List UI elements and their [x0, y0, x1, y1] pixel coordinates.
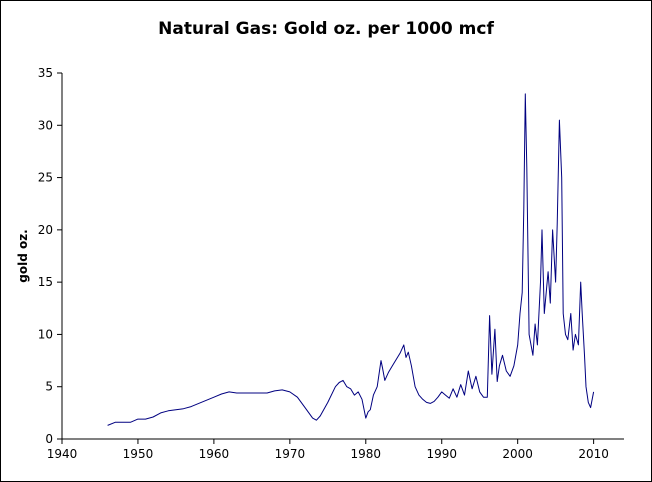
x-tick-label: 2000	[502, 447, 533, 461]
y-tick-label: 25	[38, 171, 53, 185]
series-line	[107, 93, 595, 426]
y-tick-label: 10	[38, 327, 53, 341]
x-tick-label: 1960	[199, 447, 230, 461]
x-tick-label: 1940	[47, 447, 78, 461]
x-tick-label: 1980	[351, 447, 382, 461]
y-tick-label: 0	[45, 432, 53, 446]
x-tick-label: 1990	[426, 447, 457, 461]
y-tick-label: 30	[38, 118, 53, 132]
y-tick-label: 35	[38, 66, 53, 80]
y-tick-label: 20	[38, 223, 53, 237]
x-tick-label: 1970	[275, 447, 306, 461]
y-tick-label: 5	[45, 380, 53, 394]
x-tick-label: 2010	[578, 447, 609, 461]
chart-title: Natural Gas: Gold oz. per 1000 mcf	[158, 19, 494, 39]
y-tick-label: 15	[38, 275, 53, 289]
x-tick-label: 1950	[123, 447, 154, 461]
